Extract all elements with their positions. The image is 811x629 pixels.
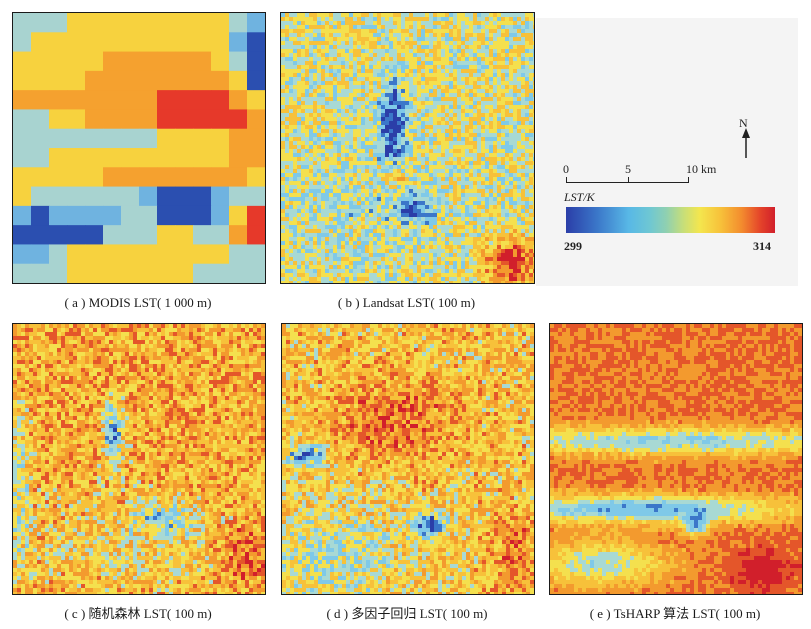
colorbar-max-label: 314	[753, 239, 771, 253]
scale-tick-10: 10 km	[686, 162, 717, 176]
panel-b-landsat	[280, 12, 535, 284]
caption-c: ( c ) 随机森林 LST( 100 m)	[64, 606, 212, 621]
scale-bar	[566, 182, 689, 183]
panel-c-random-forest	[12, 323, 266, 595]
panel-d-multifactor-regression	[281, 323, 535, 595]
scale-tick-0: 0	[563, 162, 569, 176]
north-label: N	[739, 116, 748, 130]
random-forest-lst-map	[13, 324, 265, 594]
panel-a-modis	[12, 12, 266, 284]
caption-e: ( e ) TsHARP 算法 LST( 100 m)	[589, 606, 761, 621]
colorbar	[566, 207, 775, 233]
modis-lst-map	[13, 13, 265, 283]
scale-tick-mark	[628, 177, 629, 182]
caption-b: ( b ) Landsat LST( 100 m)	[337, 295, 476, 310]
panel-e-tsharp	[549, 323, 803, 595]
north-arrow-icon	[742, 128, 750, 158]
colorbar-unit-label: LST/K	[564, 190, 595, 204]
scale-tick-mark	[688, 177, 689, 182]
legend-panel	[536, 18, 798, 286]
scale-tick-5: 5	[625, 162, 631, 176]
tsharp-lst-map	[550, 324, 802, 594]
multifactor-regression-lst-map	[282, 324, 534, 594]
colorbar-min-label: 299	[564, 239, 582, 253]
caption-a: ( a ) MODIS LST( 1 000 m)	[64, 295, 212, 310]
caption-d: ( d ) 多因子回归 LST( 100 m)	[326, 606, 488, 621]
landsat-lst-map	[281, 13, 534, 283]
scale-tick-mark	[566, 177, 567, 182]
